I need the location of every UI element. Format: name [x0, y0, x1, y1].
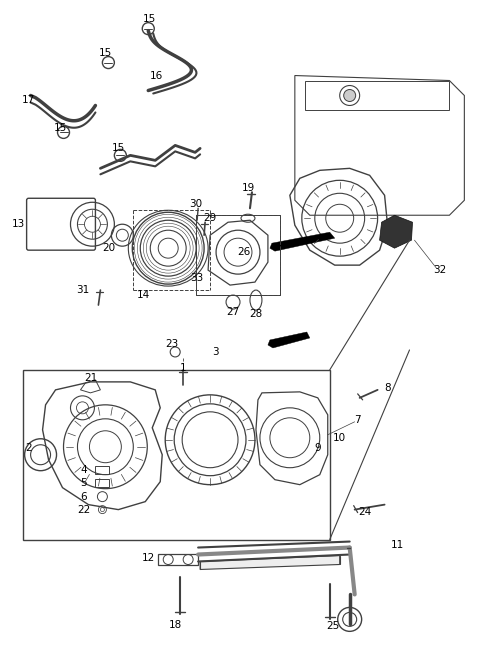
- Polygon shape: [270, 232, 335, 251]
- Text: 33: 33: [191, 273, 204, 283]
- Text: 31: 31: [76, 285, 89, 295]
- Text: 29: 29: [204, 213, 216, 223]
- Text: 12: 12: [142, 552, 155, 562]
- Text: 6: 6: [80, 491, 87, 502]
- Text: 32: 32: [433, 265, 446, 275]
- Text: 8: 8: [384, 383, 391, 393]
- Text: 19: 19: [241, 183, 254, 194]
- Text: 25: 25: [326, 621, 339, 631]
- FancyBboxPatch shape: [26, 198, 96, 250]
- Text: 10: 10: [333, 433, 346, 443]
- Text: 30: 30: [190, 199, 203, 209]
- Text: 11: 11: [391, 539, 404, 550]
- Text: 15: 15: [99, 48, 112, 58]
- Text: 15: 15: [112, 144, 125, 154]
- Text: 17: 17: [22, 96, 35, 106]
- Text: 28: 28: [249, 309, 263, 319]
- Text: 7: 7: [354, 415, 361, 425]
- Text: 16: 16: [150, 71, 163, 81]
- Text: 9: 9: [314, 443, 321, 453]
- Text: 18: 18: [168, 621, 182, 630]
- Text: 4: 4: [80, 464, 87, 475]
- Text: 26: 26: [238, 247, 251, 257]
- Text: 23: 23: [166, 339, 179, 349]
- Text: 27: 27: [227, 307, 240, 317]
- Text: 22: 22: [77, 504, 90, 514]
- Polygon shape: [200, 556, 340, 569]
- Text: 5: 5: [80, 478, 87, 487]
- Polygon shape: [268, 332, 310, 348]
- Text: 24: 24: [358, 506, 371, 517]
- Text: 21: 21: [84, 373, 97, 383]
- Text: 15: 15: [143, 14, 156, 24]
- Text: 15: 15: [54, 123, 67, 133]
- Text: 13: 13: [12, 219, 25, 229]
- Circle shape: [344, 89, 356, 102]
- Text: 1: 1: [180, 363, 186, 373]
- Polygon shape: [380, 215, 412, 248]
- Text: 3: 3: [212, 347, 218, 357]
- Text: 14: 14: [137, 290, 150, 300]
- Text: 20: 20: [102, 243, 115, 253]
- Text: 2: 2: [25, 443, 32, 453]
